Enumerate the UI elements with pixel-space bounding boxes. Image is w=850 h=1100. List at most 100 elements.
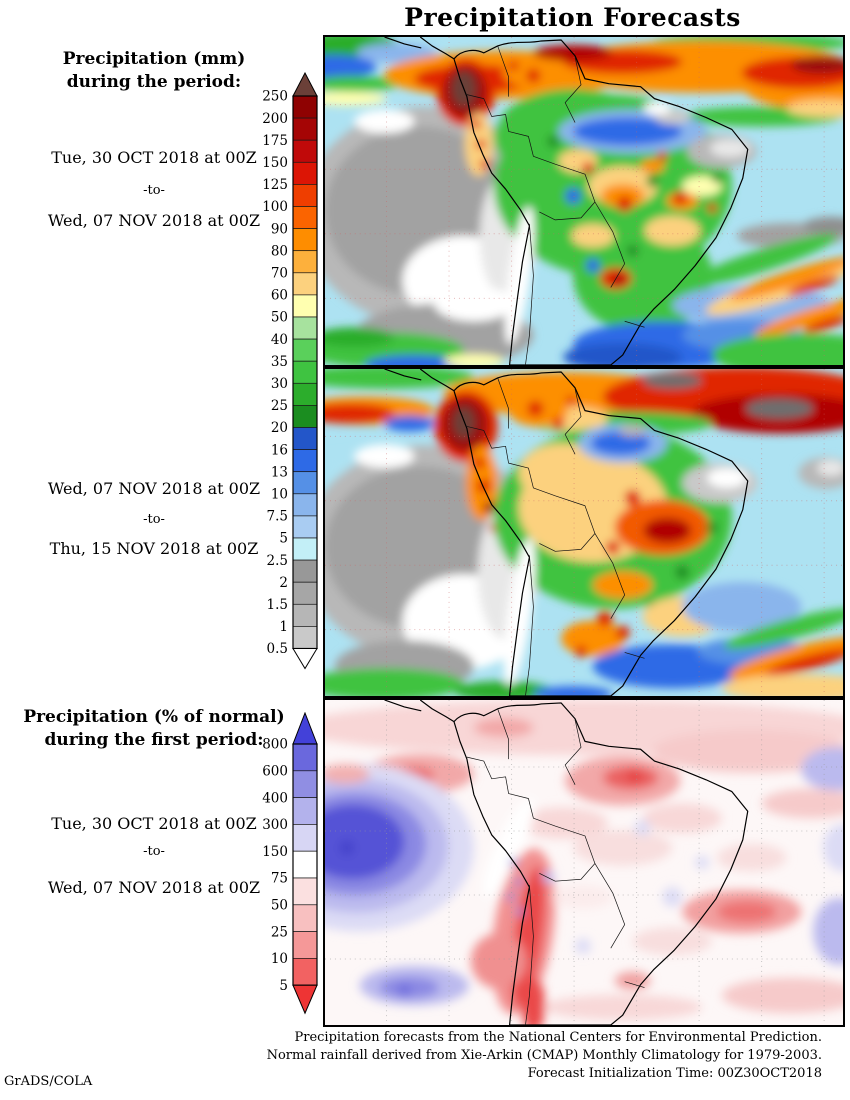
period3-start: Tue, 30 OCT 2018 at 00Z (51, 814, 257, 833)
colorbar-tick-label: 300 (262, 817, 288, 833)
colorbar-tick-label: 16 (271, 442, 288, 458)
colorbar-tick-label: 250 (262, 89, 288, 105)
central-america-coastline (384, 369, 455, 392)
colorbar-segment (292, 382, 318, 406)
colorbar-segment (292, 743, 318, 772)
colorbar-segment (292, 877, 318, 906)
colorbar-tick-label: 400 (262, 790, 288, 806)
colorbar-segment (292, 770, 318, 798)
percent-panel-heading-line1: Precipitation (% of normal) (23, 707, 285, 727)
country-borders (466, 45, 645, 365)
colorbar-tick-label: 150 (262, 844, 288, 860)
mm-colorbar: 2502001751501251009080706050403530252016… (262, 72, 318, 670)
percent-colorbar: 800 600 400 300 150 75 50 25 10 5 (262, 712, 318, 1015)
colorbar-segment (292, 250, 318, 274)
country-borders (466, 708, 645, 1025)
latlon-grid (325, 37, 843, 365)
colorbar-tick-label: 20 (271, 420, 288, 436)
colorbar-tick-label: 100 (262, 199, 288, 215)
mm-panel-heading: Precipitation (mm) during the period: (8, 48, 300, 94)
colorbar-segment (292, 537, 318, 561)
period1-separator: -to- (143, 183, 165, 198)
colorbar-segment (292, 493, 318, 517)
map-panel-percent-normal (323, 698, 845, 1027)
period2-end: Thu, 15 NOV 2018 at 00Z (49, 539, 259, 558)
anomaly-field (325, 700, 843, 1025)
colorbar-segment (292, 161, 318, 185)
map-panel-mm-period2 (323, 367, 845, 698)
colorbar-segment (292, 904, 318, 932)
colorbar-tick-label: 25 (271, 924, 288, 940)
page-title: Precipitation Forecasts (404, 3, 741, 32)
colorbar-tick-label: 175 (262, 133, 288, 149)
colorbar-segment (292, 515, 318, 539)
colorbar-segment (292, 931, 318, 959)
period3-separator: -to- (143, 844, 165, 859)
latlon-grid (325, 700, 843, 1025)
colorbar-tick-label: 7.5 (267, 509, 288, 525)
colorbar-tick-label: 2.5 (267, 553, 288, 569)
colorbar-tick-label: 5 (279, 978, 288, 994)
colorbar-tick-label: 125 (262, 177, 288, 193)
colorbar-segment (292, 184, 318, 207)
colorbar-segment (292, 797, 318, 825)
mm-panel-heading-line1: Precipitation (mm) (62, 49, 246, 69)
colorbar-tick-label: 70 (271, 266, 288, 282)
colorbar-segment (292, 603, 318, 627)
colorbar-tick-label: 10 (271, 951, 288, 967)
colorbar-segment (292, 581, 318, 605)
colorbar-tick-label: 2 (279, 575, 288, 591)
period1-start: Tue, 30 OCT 2018 at 00Z (51, 148, 257, 167)
colorbar-tick-label: 90 (271, 221, 288, 237)
period1-end: Wed, 07 NOV 2018 at 00Z (47, 211, 261, 230)
colorbar-tick-label: 800 (262, 737, 288, 753)
colorbar-tick-label: 25 (271, 398, 288, 414)
colorbar-segment (292, 272, 318, 296)
colorbar-segment (292, 958, 318, 986)
period2-start: Wed, 07 NOV 2018 at 00Z (47, 479, 261, 498)
precip-field (325, 369, 843, 696)
colorbar-tick-label: 200 (262, 111, 288, 127)
footer-init-time-line: Forecast Initialization Time: 00Z30OCT20… (527, 1066, 822, 1081)
map-panel-mm-period1 (323, 35, 845, 367)
colorbar-segment (292, 626, 318, 649)
mm-period2-map (325, 369, 843, 696)
colorbar-segment (292, 559, 318, 583)
colorbar-tick-label: 40 (271, 332, 288, 348)
percent-panel-heading-line2: during the first period: (44, 730, 264, 750)
period3-end: Wed, 07 NOV 2018 at 00Z (47, 878, 261, 897)
colorbar-below-range-arrow (292, 648, 318, 670)
grads-cola-credit: GrADS/COLA (4, 1074, 93, 1089)
colorbar-segment (292, 471, 318, 495)
colorbar-tick-label: 600 (262, 764, 288, 780)
colorbar-segment (292, 206, 318, 229)
colorbar-segment (292, 139, 318, 163)
percent-normal-map (325, 700, 843, 1025)
colorbar-tick-label: 13 (271, 464, 288, 480)
colorbar-tick-label: 75 (271, 871, 288, 887)
central-america-coastline (384, 700, 455, 723)
colorbar-segment (292, 824, 318, 852)
colorbar-segment (292, 117, 318, 141)
colorbar-tick-label: 35 (271, 354, 288, 370)
colorbar-tick-label: 80 (271, 243, 288, 259)
latlon-grid (325, 369, 843, 696)
colorbar-segment (292, 228, 318, 252)
central-america-coastline (384, 37, 455, 60)
precip-field (325, 37, 843, 365)
footer-climatology-line: Normal rainfall derived from Xie-Arkin (… (266, 1048, 822, 1063)
colorbar-tick-label: 0.5 (267, 641, 288, 657)
colorbar-segment (292, 850, 318, 879)
country-borders (466, 377, 645, 696)
colorbar-segment (292, 405, 318, 428)
colorbar-tick-label: 60 (271, 288, 288, 304)
colorbar-tick-label: 1.5 (267, 597, 288, 613)
colorbar-segment (292, 360, 318, 384)
colorbar-tick-label: 5 (279, 531, 288, 547)
colorbar-tick-label: 50 (271, 310, 288, 326)
mm-panel-heading-line2: during the period: (66, 72, 242, 92)
colorbar-segment (292, 316, 318, 340)
footer-source-line: Precipitation forecasts from the Nationa… (294, 1030, 822, 1045)
period2-separator: -to- (143, 512, 165, 527)
